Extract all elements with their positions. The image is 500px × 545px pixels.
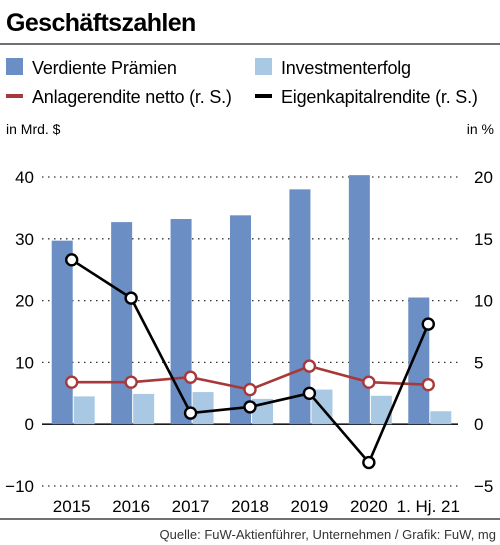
y-right-tick-label: 10: [474, 292, 493, 311]
x-tick-label: 2019: [291, 497, 329, 516]
legend: Verdiente Prämien Investmenterfolg Anlag…: [6, 58, 478, 107]
point-eigenkapitalrendite: [65, 253, 79, 267]
bar-investmenterfolg: [192, 392, 214, 425]
legend-swatch-anlagerendite: [6, 94, 23, 98]
point-anlagerendite: [124, 375, 138, 389]
y-left-tick-label: 0: [25, 415, 34, 434]
point-anlagerendite: [302, 359, 317, 373]
legend-swatch-verdiente-praemien: [6, 58, 23, 75]
y-right-tick-label: −5: [474, 477, 493, 496]
point-anlagerendite: [183, 370, 198, 384]
x-tick-label: 1. Hj. 21: [397, 497, 460, 516]
y-right-unit: in %: [467, 121, 494, 137]
point-anlagerendite: [362, 375, 376, 389]
x-tick-label: 2017: [172, 497, 210, 516]
y-right-tick-label: 5: [474, 353, 483, 372]
x-tick-label: 2018: [231, 497, 269, 516]
bar-verdiente-praemien: [51, 240, 73, 425]
y-left-tick-label: 30: [15, 230, 34, 249]
bar-verdiente-praemien: [111, 222, 133, 425]
x-tick-label: 2015: [53, 497, 91, 516]
axis-labels: 40 20 30 15 20 10 10 5 0 0 −10 −5 2015 2016 2017 2018 20…: [5, 168, 493, 516]
y-left-unit: in Mrd. $: [6, 121, 61, 137]
legend-swatch-investmenterfolg: [255, 58, 272, 75]
x-tick-label: 2016: [112, 497, 150, 516]
y-left-tick-label: 20: [15, 292, 34, 311]
legend-label-verdiente-praemien: Verdiente Prämien: [32, 58, 177, 78]
point-eigenkapitalrendite: [124, 291, 138, 305]
bar-verdiente-praemien: [230, 215, 251, 425]
legend-swatch-eigenkapitalrendite: [255, 94, 272, 98]
point-eigenkapitalrendite: [243, 400, 257, 414]
point-eigenkapitalrendite: [302, 386, 317, 400]
lines: [65, 253, 435, 470]
point-anlagerendite: [65, 375, 79, 389]
chart-title: Geschäftszahlen: [6, 9, 196, 37]
point-anlagerendite: [421, 377, 435, 392]
bar-verdiente-praemien: [348, 175, 370, 425]
legend-label-anlagerendite: Anlagerendite netto (r. S.): [32, 87, 232, 107]
legend-label-eigenkapitalrendite: Eigenkapitalrendite (r. S.): [281, 87, 478, 107]
bar-investmenterfolg: [73, 396, 95, 425]
point-eigenkapitalrendite: [421, 317, 435, 331]
y-left-tick-label: 10: [15, 353, 34, 372]
y-right-tick-label: 0: [474, 415, 483, 434]
bar-investmenterfolg: [133, 393, 155, 425]
point-anlagerendite: [243, 382, 257, 397]
y-left-tick-label: 40: [15, 168, 34, 187]
bar-investmenterfolg: [430, 411, 452, 425]
x-tick-label: 2020: [350, 497, 388, 516]
legend-label-investmenterfolg: Investmenterfolg: [281, 58, 411, 78]
point-eigenkapitalrendite: [362, 455, 376, 470]
bar-investmenterfolg: [370, 395, 392, 425]
y-left-tick-label: −10: [5, 477, 34, 496]
point-eigenkapitalrendite: [183, 406, 198, 420]
y-right-tick-label: 20: [474, 168, 493, 187]
y-right-tick-label: 15: [474, 230, 493, 249]
source-note: Quelle: FuW-Aktienführer, Unternehmen / …: [160, 527, 496, 542]
